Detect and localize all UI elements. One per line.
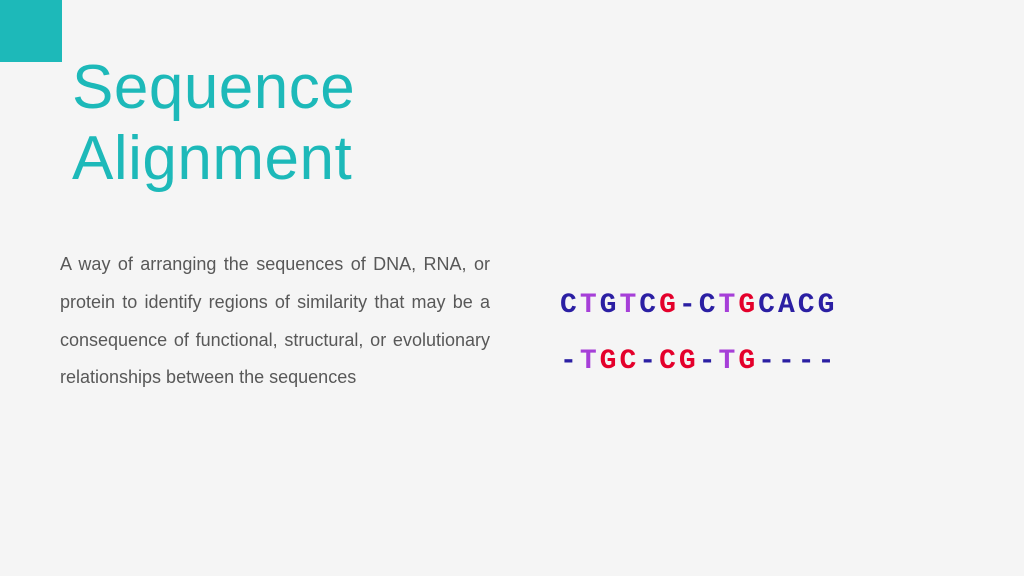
slide-body: A way of arranging the sequences of DNA,… (60, 246, 490, 397)
sequence-char: C (639, 290, 659, 321)
sequence-line-1: -TGC-CG-TG---- (560, 334, 837, 390)
sequence-char: C (758, 290, 778, 321)
sequence-char: T (580, 290, 600, 321)
sequence-char: G (600, 346, 620, 377)
sequence-char: C (560, 290, 580, 321)
sequence-char: G (738, 346, 758, 377)
sequence-char: G (659, 290, 679, 321)
sequence-char: - (798, 346, 818, 377)
sequence-char: T (719, 346, 739, 377)
sequence-char: T (580, 346, 600, 377)
accent-block (0, 0, 62, 62)
sequence-char: - (758, 346, 778, 377)
sequence-char: G (818, 290, 838, 321)
sequence-char: - (699, 346, 719, 377)
sequence-char: A (778, 290, 798, 321)
slide-title: SequenceAlignment (72, 52, 355, 195)
sequence-char: C (619, 346, 639, 377)
sequence-char: C (798, 290, 818, 321)
sequence-char: - (778, 346, 798, 377)
sequence-char: C (699, 290, 719, 321)
sequence-char: T (619, 290, 639, 321)
sequence-char: C (659, 346, 679, 377)
sequence-char: G (600, 290, 620, 321)
sequence-char: G (679, 346, 699, 377)
sequence-char: - (639, 346, 659, 377)
sequence-char: - (679, 290, 699, 321)
sequence-char: - (818, 346, 838, 377)
sequence-char: G (738, 290, 758, 321)
sequence-char: T (719, 290, 739, 321)
sequence-alignment-display: CTGTCG-CTGCACG-TGC-CG-TG---- (560, 278, 837, 390)
sequence-char: - (560, 346, 580, 377)
sequence-line-0: CTGTCG-CTGCACG (560, 278, 837, 334)
